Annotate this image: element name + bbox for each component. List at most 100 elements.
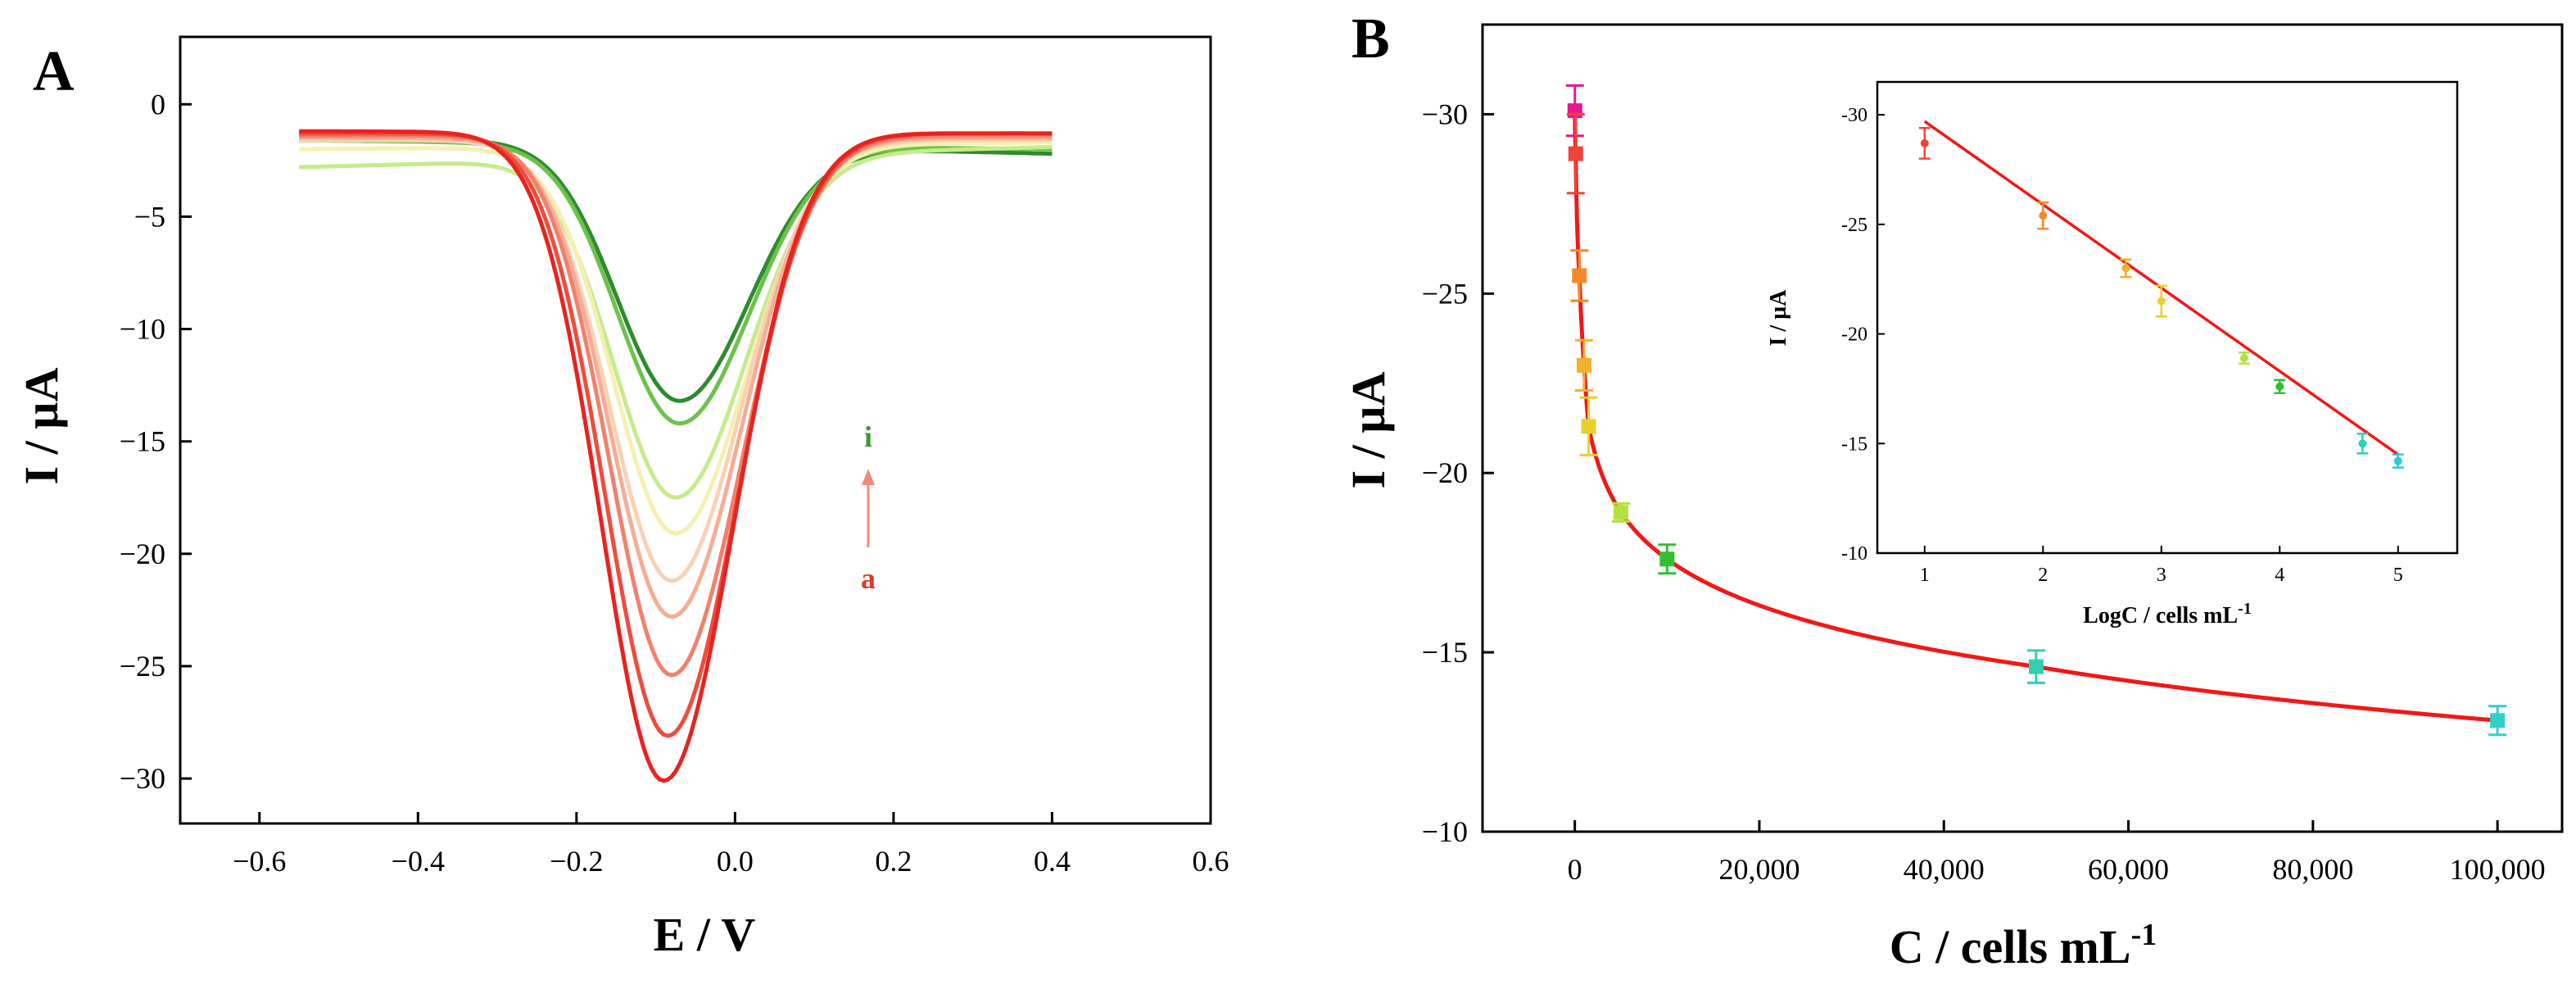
inset-points-group (1918, 126, 2404, 469)
panel-b-data-point (1570, 249, 1589, 302)
panel-b-x-tick-label: 60,000 (2088, 853, 2169, 886)
panel-a-y-tick-label: −30 (120, 762, 165, 795)
inset-marker (2275, 382, 2284, 391)
inset-x-axis-title: LogC / cells mL-1 (2083, 600, 2252, 628)
inset-x-tick-label: 1 (1920, 565, 1930, 586)
panel-b-x-tick-label: 40,000 (1904, 853, 1985, 886)
inset-data-point (2120, 258, 2132, 279)
series-line-d (299, 135, 1053, 619)
series-line-b (299, 131, 1053, 738)
panel-a-y-tick-label: −15 (120, 425, 165, 458)
series-line-h (299, 138, 1053, 426)
inset-x-tick-label: 5 (2393, 565, 2403, 586)
panel-b-data-point (1579, 396, 1598, 456)
panel-a: A −0.6 −0.4 −0.2 0.0 0.2 0.4 0.6 0 −5 −10 −15 −20 −… (15, 35, 1229, 961)
inset-x-tick-label: 2 (2038, 565, 2048, 586)
panel-b-data-point (1611, 501, 1630, 523)
inset-y-axis-title: I / µA (1766, 289, 1791, 347)
panel-b: B 0 20,000 40,000 60,000 80,000 100,000 −30 −2… (1342, 7, 2564, 973)
panel-b-y-tick-label: −10 (1422, 815, 1468, 848)
panel-a-y-axis: 0 −5 −10 −15 −20 −25 −30 (120, 88, 192, 795)
inset-data-point (2037, 201, 2049, 230)
panel-b-x-tick-label: 100,000 (2450, 853, 2546, 886)
curve-label-a: a (861, 562, 876, 595)
panel-a-x-tick-label: 0.4 (1034, 845, 1071, 878)
series-line-e (299, 138, 1053, 583)
panel-a-x-tick-label: −0.2 (550, 845, 603, 878)
panel-b-marker (2028, 659, 2044, 674)
panel-b-letter: B (1351, 7, 1390, 70)
panel-a-x-tick-label: −0.4 (392, 845, 445, 878)
panel-b-x-tick-label: 0 (1568, 853, 1582, 886)
inset-x-tick-label: 4 (2275, 565, 2284, 586)
panel-b-x-axis: 0 20,000 40,000 60,000 80,000 100,000 (1568, 820, 2546, 886)
panel-a-x-axis: −0.6 −0.4 −0.2 0.0 0.2 0.4 0.6 (233, 812, 1229, 878)
panel-a-x-tick-label: 0.0 (717, 845, 754, 878)
panel-a-y-tick-label: −5 (134, 200, 165, 233)
panel-b-marker (1613, 505, 1628, 520)
panel-a-y-tick-label: −10 (120, 313, 165, 346)
inset-data-point (2155, 284, 2167, 318)
panel-b-marker (1659, 551, 1675, 567)
panel-b-data-point (1658, 543, 1677, 575)
panel-b-x-axis-title-main: C / cells mL (1890, 920, 2131, 973)
inset-data-point (2274, 379, 2286, 395)
inset-data-point (2392, 453, 2404, 469)
panel-b-y-tick-label: −30 (1422, 98, 1468, 130)
panel-a-y-tick-label: −25 (120, 650, 165, 683)
inset-y-tick-label: -25 (1841, 215, 1867, 236)
panel-b-points-group (1565, 84, 2507, 737)
series-line-a (299, 129, 1053, 783)
inset-y-tick-label: -15 (1841, 433, 1867, 455)
inset-y-tick-label: -30 (1841, 105, 1867, 126)
panel-a-x-axis-title: E / V (654, 908, 756, 961)
panel-b-marker (2490, 713, 2506, 728)
panel-b-x-axis-title: C / cells mL-1 (1890, 918, 2157, 973)
panel-b-y-axis-title: I / µA (1342, 371, 1395, 488)
panel-b-y-tick-label: −15 (1422, 636, 1468, 669)
inset-plot-frame (1876, 80, 2459, 555)
panel-b-data-point (1574, 338, 1593, 392)
inset-marker (2121, 264, 2130, 273)
panel-b-data-point (2026, 649, 2045, 684)
panel-a-x-tick-label: 0.6 (1193, 845, 1229, 878)
inset-x-axis-title-sup: -1 (2238, 600, 2252, 618)
panel-a-y-tick-label: −20 (120, 538, 165, 570)
panel-b-data-point (2488, 705, 2507, 737)
inset-x-tick-label: 3 (2157, 565, 2166, 586)
panel-b-y-tick-label: −25 (1422, 277, 1468, 310)
inset-data-point (2238, 352, 2250, 365)
series-line-i (299, 134, 1053, 403)
series-line-f (299, 140, 1053, 536)
panel-a-x-tick-label: 0.2 (875, 845, 912, 878)
inset-data-point (2356, 432, 2369, 455)
inset-y-axis: -30 -25 -20 -15 -10 (1841, 105, 1885, 565)
panel-b-plot-frame (1481, 23, 2564, 833)
inset-marker (2239, 353, 2248, 362)
inset-y-tick-label: -20 (1841, 324, 1867, 346)
inset-marker (1920, 138, 1929, 147)
inset-data-point (1918, 126, 1931, 160)
series-line-g (299, 144, 1053, 500)
panel-b-marker (1576, 357, 1591, 373)
curve-order-annotation: i a (861, 420, 876, 595)
panel-a-y-axis-title: I / µA (15, 367, 68, 484)
direction-arrow-head (862, 469, 875, 485)
inset-y-tick-label: -10 (1841, 543, 1867, 565)
panel-a-series-group (299, 129, 1053, 783)
panel-b-data-point (1566, 112, 1585, 195)
panel-b-y-axis: −30 −25 −20 −15 −10 (1422, 98, 1494, 848)
panel-a-letter: A (33, 40, 75, 103)
inset-marker (2039, 211, 2048, 220)
panel-b-y-tick-label: −20 (1422, 456, 1468, 489)
series-line-c (299, 134, 1053, 678)
panel-b-x-tick-label: 20,000 (1718, 853, 1800, 886)
panel-b-marker (1581, 419, 1596, 434)
inset-marker (2393, 456, 2402, 465)
inset-x-axis: 1 2 3 4 5 (1920, 546, 2403, 586)
panel-a-plot-frame (179, 35, 1212, 825)
panel-b-x-axis-title-sup: -1 (2131, 918, 2157, 952)
curve-label-i: i (864, 420, 872, 453)
